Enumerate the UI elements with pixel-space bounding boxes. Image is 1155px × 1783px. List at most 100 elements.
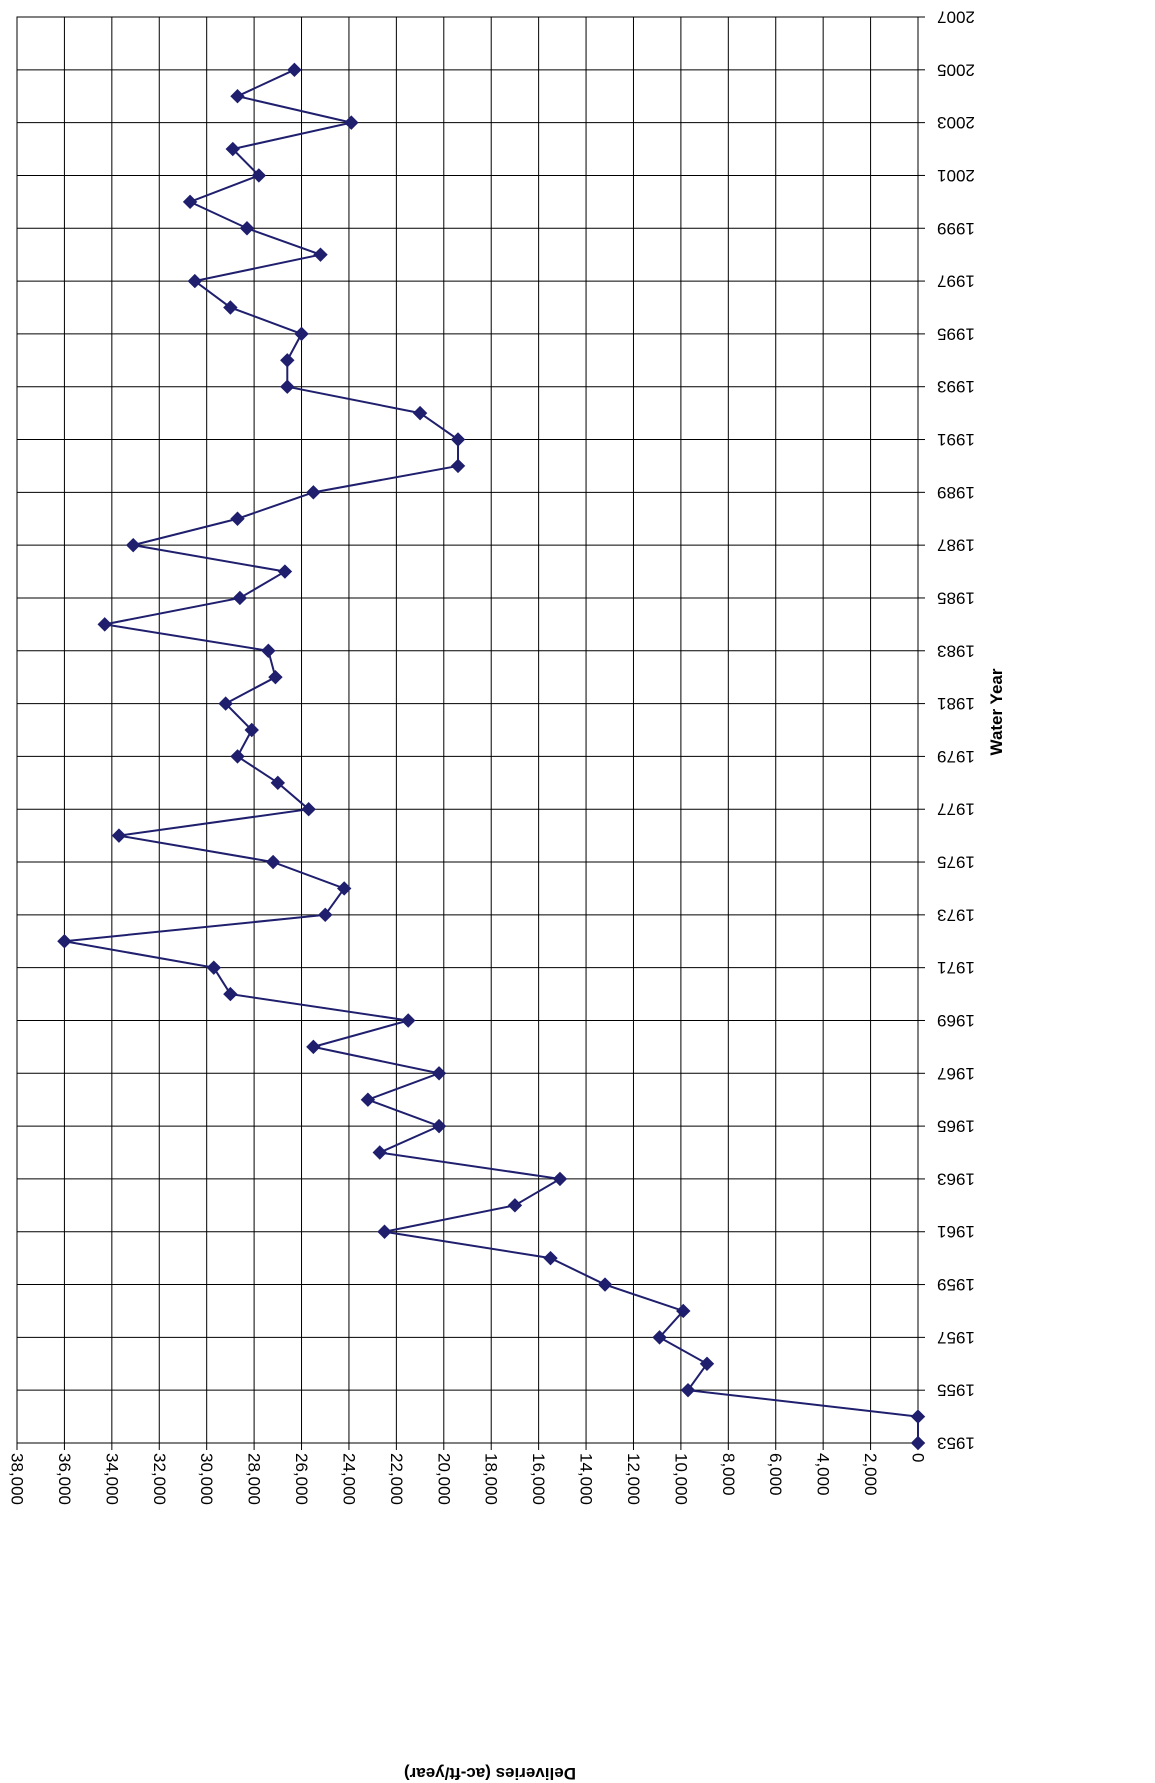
y-tick-label: 4,000 — [814, 1453, 833, 1496]
data-point-1960 — [543, 1250, 558, 1266]
data-point-2000 — [182, 194, 198, 210]
x-tick-label: 1961 — [937, 1222, 975, 1241]
x-tick-label: 1955 — [937, 1381, 975, 1400]
data-point-1954 — [910, 1409, 926, 1424]
x-tick-label: 1957 — [937, 1328, 975, 1347]
data-point-2004 — [230, 89, 245, 104]
data-point-1957 — [652, 1330, 667, 1345]
data-point-1962 — [507, 1198, 523, 1213]
y-tick-label: 38,000 — [8, 1453, 27, 1505]
data-point-1967 — [431, 1066, 447, 1081]
data-point-1970 — [223, 986, 238, 1002]
data-point-1998 — [313, 247, 328, 262]
x-tick-label: 1989 — [937, 483, 975, 502]
x-tick-label: 1977 — [937, 800, 975, 819]
data-point-2005 — [287, 62, 302, 78]
y-tick-label: 8,000 — [719, 1453, 738, 1496]
x-tick-label: 1987 — [937, 536, 975, 555]
x-tick-label: 1999 — [937, 219, 975, 238]
data-point-1964 — [372, 1145, 387, 1160]
data-point-1966 — [360, 1092, 376, 1107]
data-point-1996 — [223, 300, 238, 315]
y-tick-label: 24,000 — [339, 1453, 358, 1505]
grid-horizontal — [17, 16, 918, 1444]
data-point-1974 — [336, 881, 352, 896]
y-axis-ticks — [16, 1443, 919, 1450]
data-point-1983 — [261, 643, 276, 658]
data-point-1969 — [401, 1013, 416, 1028]
data-point-1977 — [301, 802, 316, 817]
data-point-1976 — [111, 828, 127, 843]
x-tick-label: 2001 — [937, 166, 975, 185]
y-tick-label: 20,000 — [434, 1453, 453, 1505]
data-point-1992 — [412, 405, 428, 421]
data-point-1968 — [306, 1039, 321, 1055]
data-point-1958 — [676, 1303, 691, 1319]
x-tick-label: 1971 — [937, 958, 975, 977]
data-point-1975 — [265, 854, 281, 870]
y-tick-label: 10,000 — [671, 1453, 690, 1505]
data-point-1961 — [377, 1224, 392, 1239]
x-axis-title: Water Year — [987, 668, 1006, 755]
x-tick-label: 1959 — [937, 1275, 975, 1294]
x-tick-label: 1975 — [937, 853, 975, 872]
x-tick-label: 1991 — [937, 430, 975, 449]
data-point-1982 — [268, 669, 283, 685]
data-point-1953 — [910, 1435, 926, 1451]
x-tick-label: 1981 — [937, 694, 975, 713]
plot-background — [17, 17, 918, 1443]
data-point-1959 — [597, 1277, 613, 1292]
y-tick-label: 12,000 — [624, 1453, 643, 1505]
data-point-1999 — [239, 221, 255, 236]
x-tick-label: 1993 — [937, 377, 975, 396]
data-point-1965 — [431, 1118, 447, 1134]
data-point-1987 — [125, 537, 141, 553]
data-point-1956 — [699, 1356, 715, 1371]
x-tick-label: 1953 — [937, 1434, 975, 1453]
data-point-1979 — [230, 749, 245, 764]
plot-border — [16, 16, 919, 1444]
y-tick-label: 36,000 — [55, 1453, 74, 1505]
y-axis-title: Deliveries (ac-ft/year) — [404, 1764, 576, 1783]
x-tick-label: 1985 — [937, 588, 975, 607]
x-tick-label: 1969 — [937, 1011, 975, 1030]
y-tick-label: 22,000 — [387, 1453, 406, 1505]
data-point-1972 — [57, 934, 72, 949]
x-tick-label: 2007 — [937, 8, 975, 27]
data-point-1980 — [244, 722, 259, 738]
x-tick-label: 1967 — [937, 1064, 975, 1083]
data-point-2001 — [251, 168, 267, 183]
data-point-1986 — [277, 564, 293, 579]
y-tick-label: 2,000 — [861, 1453, 880, 1496]
data-point-1984 — [97, 617, 112, 632]
x-tick-label: 1963 — [937, 1169, 975, 1188]
data-point-1985 — [232, 590, 248, 606]
data-point-1978 — [270, 775, 286, 791]
y-tick-label: 16,000 — [529, 1453, 548, 1505]
data-point-1988 — [230, 511, 245, 526]
x-tick-label: 1965 — [937, 1117, 975, 1136]
x-tick-label: 1979 — [937, 747, 975, 766]
data-point-1963 — [552, 1171, 568, 1187]
data-point-1981 — [218, 696, 233, 711]
y-tick-label: 28,000 — [245, 1453, 264, 1505]
y-tick-label: 6,000 — [766, 1453, 785, 1496]
x-tick-label: 2005 — [937, 60, 975, 79]
data-point-2003 — [344, 115, 359, 130]
x-axis-ticks — [918, 16, 925, 1444]
data-point-1955 — [680, 1382, 696, 1398]
y-tick-label: 34,000 — [102, 1453, 121, 1505]
data-point-1997 — [187, 273, 203, 289]
x-tick-label: 2003 — [937, 113, 975, 132]
data-point-1993 — [280, 379, 295, 394]
data-point-1990 — [450, 458, 466, 474]
y-tick-label: 18,000 — [482, 1453, 501, 1505]
series-deliveries — [57, 62, 926, 1451]
data-point-1989 — [306, 485, 321, 500]
x-tick-label: 1973 — [937, 905, 975, 924]
y-tick-label: 26,000 — [292, 1453, 311, 1505]
data-point-1995 — [294, 326, 309, 342]
y-axis-tick-labels: 0 2,000 4,000 6,000 8,000 10,000 12,000 14,000 1… — [8, 1453, 928, 1505]
data-point-1991 — [450, 432, 466, 447]
data-point-1994 — [280, 353, 295, 368]
